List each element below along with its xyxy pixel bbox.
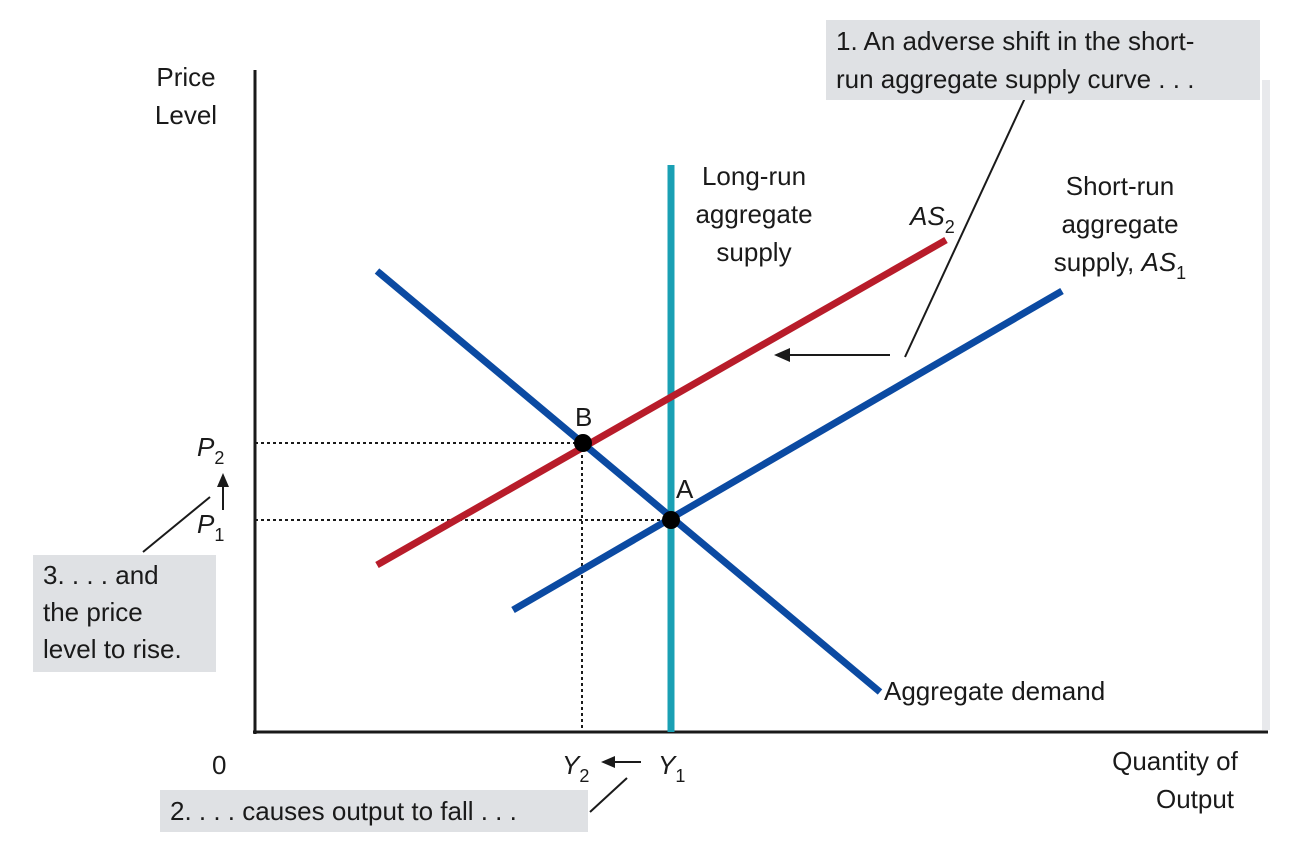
y1-tick-label: Y1 xyxy=(658,746,685,787)
p2-subscript: 2 xyxy=(214,448,225,468)
callout-output-fall: 2. . . . causes output to fall . . . xyxy=(160,790,588,832)
long-run-label-line-2: aggregate xyxy=(695,199,813,229)
callout-1-line-2: run aggregate supply curve . . . xyxy=(836,64,1195,94)
callout-adverse-shift: 1. An adverse shift in the short- run ag… xyxy=(826,20,1260,100)
short-run-as1-curve xyxy=(511,287,1064,614)
p1-tick-label: P1 xyxy=(197,505,224,546)
aggregate-demand-curve xyxy=(374,268,883,695)
p2-letter: P xyxy=(197,432,215,462)
p1-subscript: 1 xyxy=(214,525,225,545)
y2-subscript: 2 xyxy=(579,766,590,786)
callout-3-line-2: the price xyxy=(43,597,143,627)
shift-arrow-head xyxy=(774,348,790,362)
y1-subscript: 1 xyxy=(675,766,686,786)
aggregate-demand-label: Aggregate demand xyxy=(884,676,1106,706)
origin-label: 0 xyxy=(212,750,227,780)
as1-label: AS1 xyxy=(1141,247,1186,283)
as1-subscript: 1 xyxy=(1176,263,1187,283)
long-run-aggregate-supply-label: Long-run aggregate supply xyxy=(674,157,834,271)
x-axis-label-line-1: Quantity of xyxy=(1112,746,1238,776)
callout-price-rise: 3. . . . and the price level to rise. xyxy=(33,555,216,672)
callout-1-shadow xyxy=(1262,80,1270,730)
callout-3-line-1: 3. . . . and xyxy=(43,560,159,590)
y2-letter: Y xyxy=(562,750,580,780)
callout-1-leader xyxy=(904,97,1026,358)
short-run-as2-curve xyxy=(375,236,948,569)
callout-3-leader xyxy=(142,496,211,553)
x-axis-label-line-2: Output xyxy=(1155,784,1235,814)
y-axis-label: Price Level xyxy=(140,58,232,134)
point-a-marker xyxy=(662,511,680,529)
short-run-label-line-2: aggregate xyxy=(1061,209,1179,239)
point-b-marker xyxy=(574,434,592,452)
x-axis-label: Quantity of Output xyxy=(1090,742,1260,818)
price-rise-arrow-head xyxy=(217,473,229,487)
callout-2-text: 2. . . . causes output to fall . . . xyxy=(170,796,517,826)
y2-tick-label: Y2 xyxy=(562,746,589,787)
as2-letters: AS xyxy=(910,201,945,231)
p2-tick-label: P2 xyxy=(197,428,224,469)
short-run-supply-word: supply, xyxy=(1053,247,1135,277)
short-run-label-line-1: Short-run xyxy=(1065,171,1175,201)
long-run-label-line-3: supply xyxy=(716,237,792,267)
callout-1-line-1: 1. An adverse shift in the short- xyxy=(836,26,1195,56)
output-fall-arrow-head xyxy=(601,756,615,768)
as2-subscript: 2 xyxy=(944,217,955,237)
point-a-label: A xyxy=(676,474,694,504)
callout-2-leader xyxy=(589,777,628,813)
as2-label: AS2 xyxy=(910,197,955,238)
y-axis-label-line-1: Price xyxy=(156,62,216,92)
as1-letters: AS xyxy=(1141,247,1177,277)
short-run-aggregate-supply-label: Short-run aggregate supply, AS1 xyxy=(1030,167,1210,284)
y-axis-label-line-2: Level xyxy=(154,100,218,130)
callout-3-line-3: level to rise. xyxy=(43,634,182,664)
short-run-label-line-3: supply, AS1 xyxy=(1030,243,1210,284)
long-run-label-line-1: Long-run xyxy=(701,161,807,191)
point-b-label: B xyxy=(575,402,593,432)
y1-letter: Y xyxy=(658,750,676,780)
p1-letter: P xyxy=(197,509,215,539)
